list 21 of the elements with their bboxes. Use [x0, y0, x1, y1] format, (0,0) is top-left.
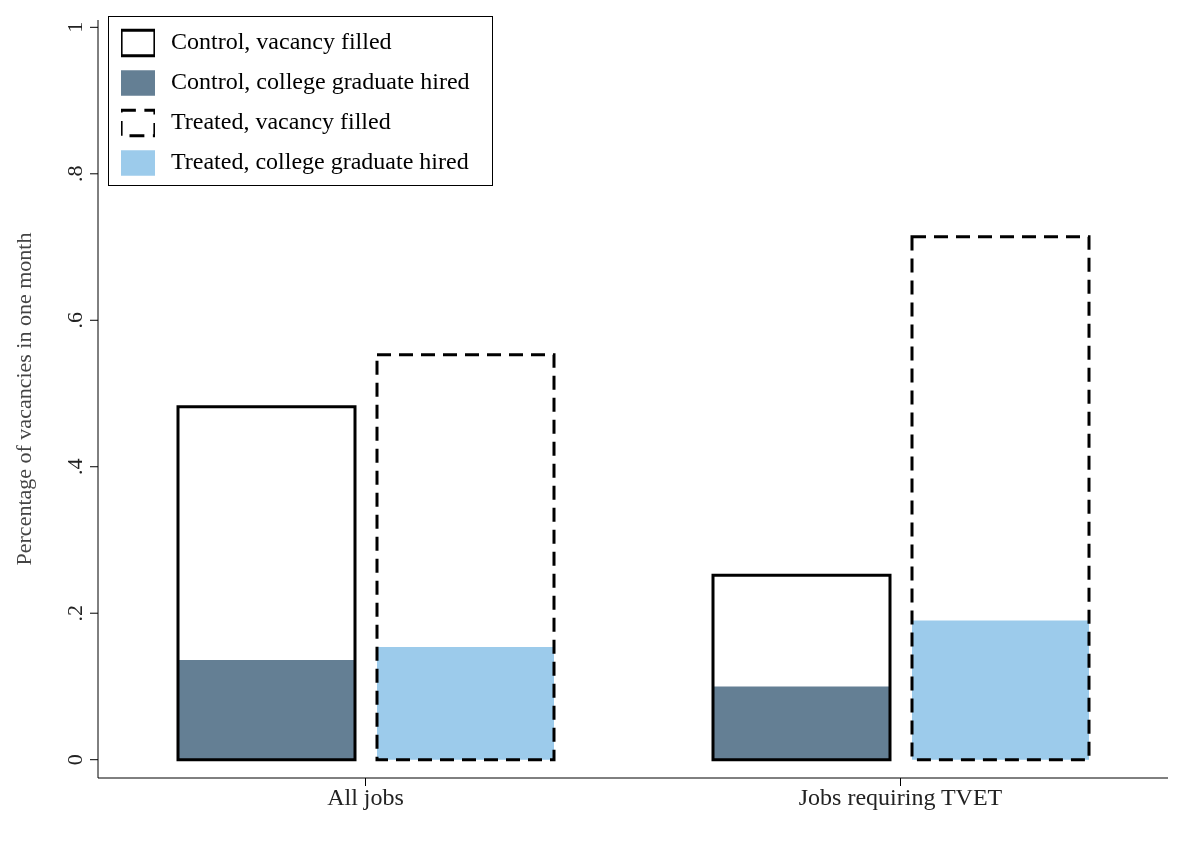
x-tick-label: Jobs requiring TVET — [798, 784, 1003, 811]
bar — [178, 660, 355, 760]
y-tick-label: .6 — [62, 312, 87, 329]
bar — [910, 235, 1091, 762]
legend-label: Control, college graduate hired — [171, 68, 470, 94]
legend-label: Control, vacancy filled — [171, 28, 392, 54]
bar — [375, 353, 556, 762]
y-axis-title: Percentage of vacancies in one month — [10, 232, 36, 566]
y-tick-label: 1 — [62, 21, 87, 33]
bar — [377, 646, 554, 760]
y-tick-label: .8 — [62, 165, 87, 183]
bar — [176, 405, 357, 762]
y-tick-label: 0 — [62, 754, 87, 766]
y-tick-label: .2 — [62, 604, 87, 622]
bar — [711, 573, 892, 762]
y-tick-label: .4 — [62, 458, 87, 475]
x-tick-label: All jobs — [327, 784, 404, 811]
bar — [713, 686, 890, 760]
bar — [912, 620, 1089, 760]
legend-label: Treated, vacancy filled — [171, 108, 391, 134]
legend-label: Treated, college graduate hired — [171, 148, 469, 174]
